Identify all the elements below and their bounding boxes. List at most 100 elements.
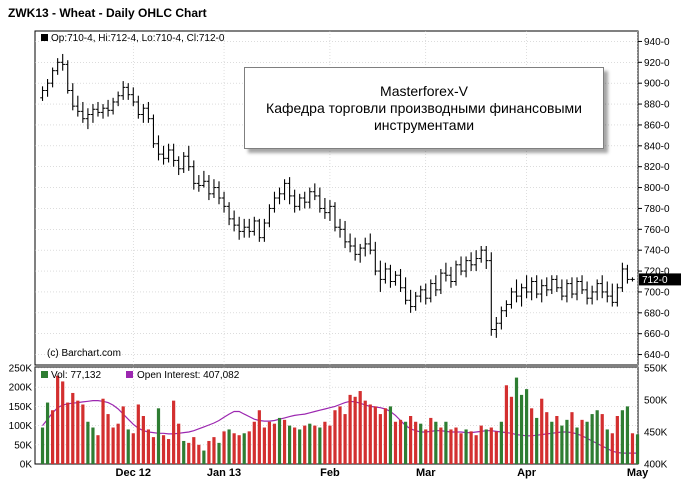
volume-bar: [217, 442, 221, 464]
volume-bar: [308, 423, 312, 464]
ohlc-bar: [615, 283, 620, 307]
volume-bar: [434, 421, 438, 464]
ohlc-bar: [488, 252, 494, 336]
ohlc-bar: [453, 260, 459, 286]
volume-bar: [227, 429, 231, 464]
volume-bar: [106, 414, 110, 464]
ohlc-bar: [45, 79, 50, 97]
ohlc-bar: [50, 67, 55, 88]
volume-bar: [212, 437, 216, 464]
ohlc-bar: [317, 187, 323, 213]
volume-bar: [388, 406, 393, 464]
volume-bar: [393, 421, 398, 464]
volume-bar: [252, 421, 256, 464]
ohlc-bar: [211, 179, 217, 198]
volume-bar: [454, 427, 458, 464]
volume-bar: [177, 423, 181, 464]
ohlc-bar: [40, 86, 45, 101]
ohlc-bar: [221, 191, 227, 213]
volume-bar: [86, 421, 90, 464]
ohlc-bar: [85, 108, 91, 130]
volume-bar: [545, 412, 549, 464]
ohlc-bar: [362, 237, 368, 257]
ohlc-bar: [181, 152, 187, 173]
volume-bar: [267, 421, 272, 464]
volume-tick-label: 0K: [20, 460, 33, 471]
ohlc-bar: [408, 289, 413, 313]
volume-bar: [600, 414, 604, 464]
ohlc-bar: [519, 283, 524, 307]
open-interest-line: [42, 400, 638, 454]
price-tick-label: 700-0: [644, 287, 670, 298]
time-tick-label: Dec 12: [116, 467, 151, 479]
ohlc-bar: [75, 95, 81, 117]
volume-bar: [444, 421, 448, 464]
volume-tick-label: 150K: [9, 402, 33, 413]
ohlc-bar: [564, 279, 570, 303]
volume-bar: [338, 406, 342, 464]
price-tick-label: 880-0: [644, 100, 670, 111]
volume-bar: [282, 419, 287, 464]
open-interest-tick-label: 500K: [644, 396, 668, 407]
price-tick-label: 860-0: [644, 120, 670, 131]
volume-bar: [595, 410, 599, 464]
ohlc-bar: [130, 87, 136, 107]
volume-bar: [363, 400, 367, 464]
volume-bar: [303, 425, 307, 464]
overlay-line-3: инструментами: [373, 116, 475, 133]
time-tick-label: Apr: [517, 467, 537, 479]
volume-bar: [590, 414, 594, 464]
ohlc-bar: [604, 281, 610, 303]
volume-bar: [262, 427, 266, 464]
volume-bar: [222, 431, 226, 464]
ohlc-bar: [599, 275, 605, 299]
overlay-line-2: Кафедра торговли производными финансовым…: [266, 99, 582, 116]
volume-bar: [156, 408, 161, 464]
volume-bar: [141, 416, 145, 464]
volume-bar: [96, 435, 100, 464]
ohlc-bar: [438, 268, 444, 295]
ohlc-bar: [463, 256, 469, 278]
volume-bar: [192, 437, 196, 464]
volume-bar: [197, 444, 201, 464]
ohlc-bar: [80, 101, 86, 123]
volume-bar: [40, 427, 45, 464]
volume-bar: [494, 431, 498, 464]
volume-tick-label: 100K: [9, 421, 33, 432]
ohlc-bar: [272, 191, 277, 213]
ohlc-bar: [494, 316, 499, 338]
ohlc-bar: [282, 179, 287, 201]
volume-bar: [464, 429, 468, 464]
ohlc-bar: [110, 97, 116, 115]
volume-bar: [570, 412, 574, 464]
ohlc-bar: [236, 216, 242, 240]
ohlc-bar: [630, 277, 635, 282]
volume-bar: [403, 421, 408, 464]
ohlc-bar: [231, 210, 237, 232]
last-price-marker: [639, 273, 681, 286]
volume-legend: Vol: 77,132: [51, 370, 101, 381]
ohlc-bar: [337, 218, 343, 238]
ohlc-bar: [241, 218, 247, 238]
price-tick-label: 640-0: [644, 350, 670, 361]
volume-bar: [469, 431, 473, 464]
volume-bar: [560, 425, 564, 464]
volume-bar: [116, 423, 120, 464]
chart-title: ZWK13 - Wheat - Daily OHLC Chart: [8, 6, 207, 20]
volume-tick-label: 200K: [9, 383, 33, 394]
ohlc-bar: [388, 264, 393, 288]
ohlc-bar: [292, 189, 297, 213]
ohlc-bar: [398, 268, 403, 292]
ohlc-bar: [584, 281, 590, 305]
ohlc-bar: [352, 237, 358, 261]
ohlc-bar: [347, 233, 353, 253]
volume-bar: [45, 402, 50, 464]
ohlc-bar: [201, 170, 207, 188]
ohlc-bar: [534, 275, 539, 299]
volume-bar: [287, 425, 292, 464]
volume-bar: [151, 437, 156, 464]
volume-bar: [81, 404, 85, 464]
ohlc-bar: [579, 275, 585, 295]
volume-bar: [449, 429, 453, 464]
ohlc-bar: [428, 279, 434, 303]
